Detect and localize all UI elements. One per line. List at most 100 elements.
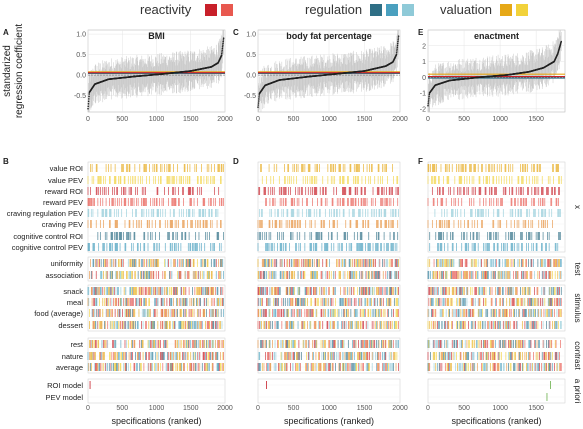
group-label: contrast [573,341,582,370]
y-tick-label: 0.5 [76,52,86,59]
estimate-point [258,98,260,100]
estimate-point [258,94,261,96]
group-frame [87,161,226,253]
row-label: PEV model [45,393,83,402]
x-tick-label: 500 [288,116,300,123]
estimate-point [222,44,224,46]
x-tick-label: 1500 [183,405,199,412]
x-tick-label: 0 [86,405,90,412]
estimate-point [87,107,89,110]
estimate-point [257,104,260,106]
x-tick-label: 1000 [149,405,165,412]
legend-swatch [370,4,382,16]
estimate-point [222,37,225,39]
x-tick-label: 1500 [528,116,544,123]
y-tick-label: 0 [422,75,426,82]
x-tick-label: 1000 [321,116,337,123]
estimate-point [88,93,91,95]
panel-C: body fat percentage -0.5 0.0 0.5 1.0 0 500 1000… [244,29,408,123]
row-label: cognitive control PEV [12,243,83,252]
panel-letter-D: D [233,157,239,166]
estimate-point [396,50,398,52]
row-label: cognitive control ROI [13,232,83,241]
estimate-point [397,40,399,43]
row-label: association [45,271,83,280]
panel-A: BMI -0.5 0.0 0.5 1.0 0 500 1000 1500 2000 [74,29,233,123]
estimate-point [427,101,430,103]
estimate-point [396,48,398,50]
row-label: craving regulation PEV [7,209,83,218]
estimate-point [257,106,259,108]
legend-swatch [221,4,233,16]
estimate-point [395,53,398,56]
estimate-point [88,98,90,100]
y-tick-label: 1 [422,59,426,66]
group-frame [87,378,226,404]
estimate-point [560,40,563,43]
estimate-point [427,99,430,101]
y-tick-label: -0.5 [244,93,256,100]
legend-label-regulation: regulation [305,2,363,17]
row-label: average [56,363,83,372]
row-label: value ROI [50,164,83,173]
y-tick-label: 1.0 [246,32,256,39]
estimate-point [88,95,90,98]
estimate-point [396,46,399,49]
estimate-point [221,51,223,53]
estimate-point [222,40,225,43]
y-tick-label: -2 [420,106,426,113]
row-label: food (average) [34,309,83,318]
legend-label-valuation: valuation [440,2,493,17]
x-tick-label: 0 [86,116,90,123]
x-tick-label: 2000 [392,116,408,123]
x-tick-label: 2000 [217,116,233,123]
estimate-point [397,35,400,37]
panel-title: enactment [474,31,519,41]
row-label: dessert [58,321,84,330]
panel-letter-B: B [3,157,9,166]
legend-swatch [205,4,217,16]
x-axis-title: specifications (ranked) [111,416,201,426]
estimate-point [221,47,224,50]
legend-label-reactivity: reactivity [140,2,192,17]
y-tick-label: 2 [422,43,426,50]
group-frame [257,378,401,404]
group-label: x [573,205,582,209]
estimate-point [222,39,225,41]
y-tick-label: -0.5 [74,93,86,100]
x-tick-label: 0 [426,116,430,123]
x-tick-label: 2000 [217,405,233,412]
legend-swatch [516,4,528,16]
panel-letter-E: E [418,28,424,37]
group-label: stimulus [573,293,582,322]
x-tick-label: 1000 [149,116,165,123]
panel-E: enactment -2 -1 0 1 2 0 500 1000 1500 [420,29,566,123]
panel-letter-C: C [233,28,239,37]
group-label: test [573,263,582,277]
row-label: uniformity [50,259,83,268]
legend-swatch [386,4,398,16]
estimate-point [221,46,224,48]
row-label: reward PEV [43,198,83,207]
y-axis-title: standarized [2,45,13,97]
row-label: value PEV [48,176,83,185]
x-tick-label: 1500 [183,116,199,123]
y-tick-label: 1.0 [76,32,86,39]
indicator-panel-B: 0 500 1000 1500 2000 specifications (ranked) [86,161,233,426]
x-tick-label: 1500 [357,116,373,123]
estimate-point [257,102,260,104]
panel-title: BMI [148,31,165,41]
x-tick-label: 1000 [492,116,508,123]
estimate-point [257,100,260,102]
row-label: reward ROI [45,187,83,196]
estimate-point [87,100,90,103]
estimate-point [222,42,224,45]
row-label: ROI model [47,381,83,390]
x-tick-label: 500 [116,116,128,123]
panel-title: body fat percentage [286,31,372,41]
row-label: meal [67,298,84,307]
estimate-point [396,44,399,47]
estimate-point [397,39,399,41]
row-label: craving PEV [42,220,83,229]
